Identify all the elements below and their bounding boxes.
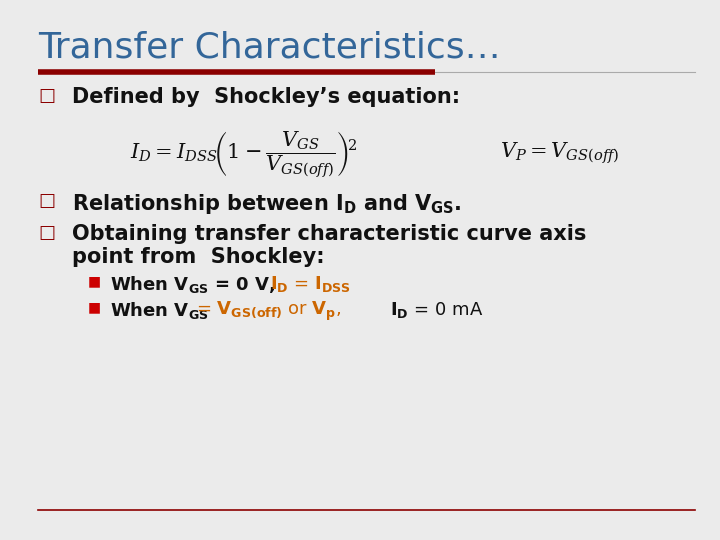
Text: Obtaining transfer characteristic curve axis: Obtaining transfer characteristic curve … (72, 224, 586, 244)
Text: ■: ■ (88, 274, 101, 288)
Text: Transfer Characteristics…: Transfer Characteristics… (38, 30, 500, 64)
Text: □: □ (38, 192, 55, 210)
Text: $\mathbf{I_D}$ = $\mathbf{I_{DSS}}$: $\mathbf{I_D}$ = $\mathbf{I_{DSS}}$ (270, 274, 351, 294)
Text: □: □ (38, 87, 55, 105)
Text: Defined by  Shockley’s equation:: Defined by Shockley’s equation: (72, 87, 460, 107)
Text: point from  Shockley:: point from Shockley: (72, 247, 325, 267)
Text: When $\mathbf{V_{GS}}$ = 0 V,: When $\mathbf{V_{GS}}$ = 0 V, (110, 274, 277, 295)
Text: $I_D = I_{DSS}\!\left(1 - \dfrac{V_{GS}}{V_{GS(off)}}\right)^{\!2}$: $I_D = I_{DSS}\!\left(1 - \dfrac{V_{GS}}… (130, 130, 358, 180)
Text: □: □ (38, 224, 55, 242)
Text: ■: ■ (88, 300, 101, 314)
Text: $\mathbf{I_D}$ = 0 mA: $\mathbf{I_D}$ = 0 mA (390, 300, 483, 320)
Text: Relationship between $\mathbf{I_D}$ and $\mathbf{V_{GS}}$.: Relationship between $\mathbf{I_D}$ and … (72, 192, 462, 216)
Text: = $\mathbf{V_{GS(off)}}$ or $\mathbf{V_p}$,: = $\mathbf{V_{GS(off)}}$ or $\mathbf{V_p… (196, 300, 341, 323)
Text: When $\mathbf{V_{GS}}$: When $\mathbf{V_{GS}}$ (110, 300, 209, 321)
Text: $V_P = V_{GS(off)}$: $V_P = V_{GS(off)}$ (500, 140, 620, 165)
